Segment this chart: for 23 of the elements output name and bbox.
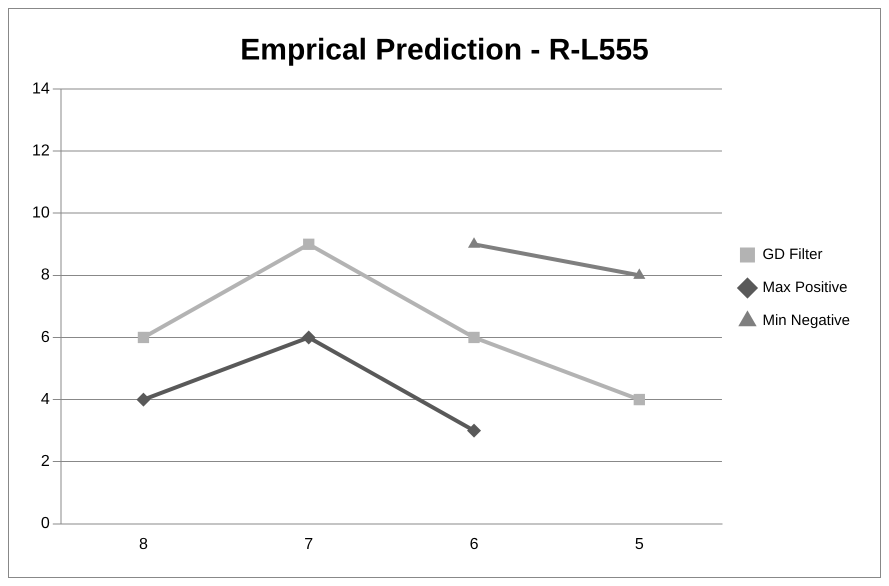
x-tick-label: 7 [304, 536, 314, 553]
point [136, 392, 150, 407]
y-tick-label: 12 [32, 142, 50, 160]
point [468, 332, 480, 344]
point [634, 394, 645, 406]
y-tick-label: 4 [40, 390, 50, 408]
x-tick-label: 5 [634, 536, 644, 553]
legend-label: Max Positive [762, 279, 848, 296]
y-tick-label: 2 [40, 453, 50, 470]
legend-label: Min Negative [762, 312, 850, 330]
legend-label: GD Filter [762, 246, 822, 264]
point [138, 332, 150, 344]
y-tick-label: 6 [40, 328, 50, 346]
point [302, 330, 316, 344]
y-tick-label: 0 [40, 515, 50, 532]
point [467, 424, 482, 438]
x-tick-label: 8 [138, 536, 148, 553]
chart-title: Emprical Prediction - R-L555 [240, 33, 649, 66]
y-tick-label: 14 [32, 80, 50, 98]
y-tick-label: 8 [40, 266, 50, 284]
x-tick-label: 6 [470, 536, 479, 553]
y-tick-label: 10 [32, 204, 50, 222]
point [303, 238, 314, 250]
